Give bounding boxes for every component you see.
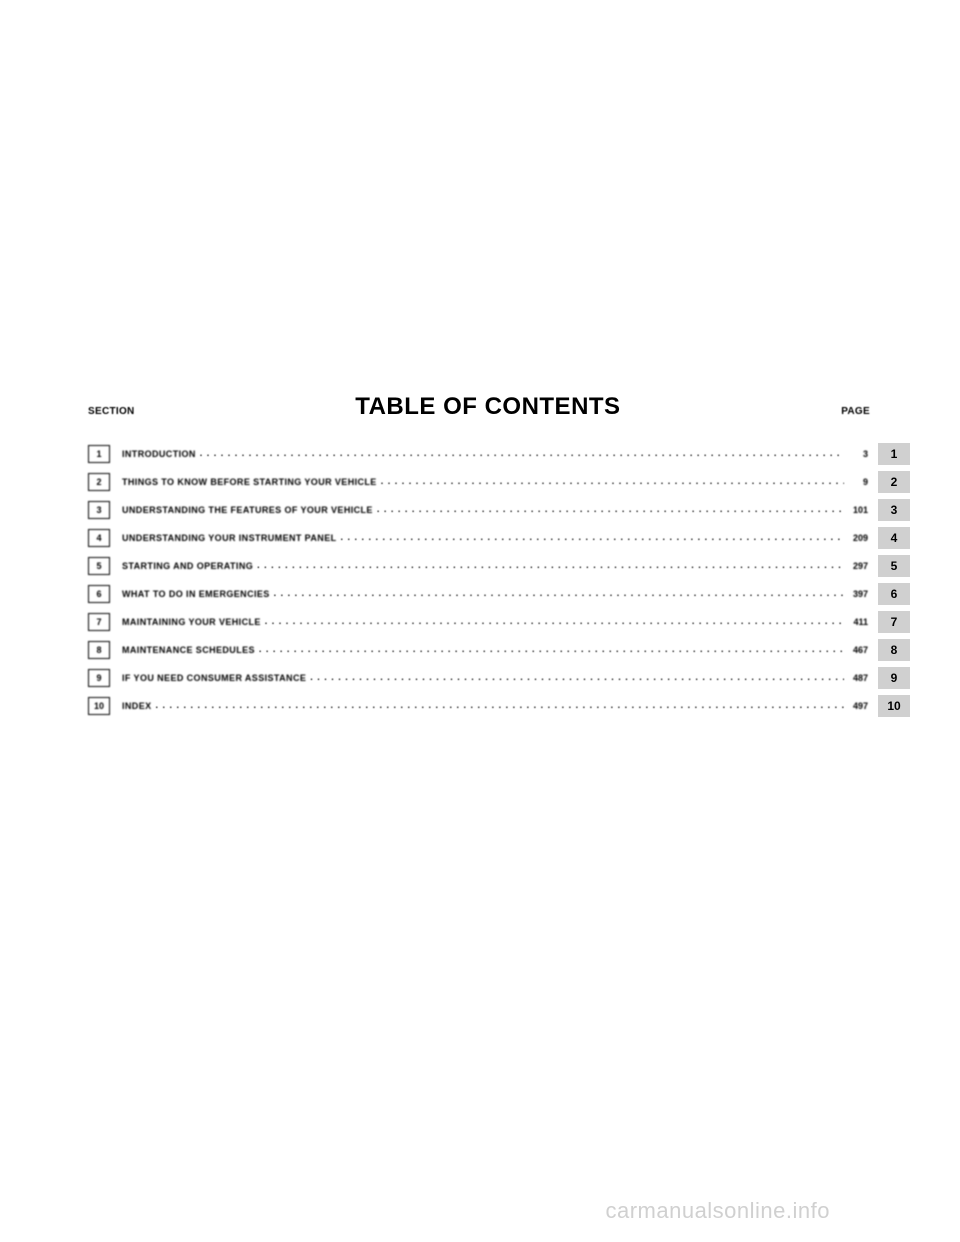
entry-title: UNDERSTANDING THE FEATURES OF YOUR VEHIC… (122, 505, 373, 515)
entry-title: THINGS TO KNOW BEFORE STARTING YOUR VEHI… (122, 477, 377, 487)
entry-page: 397 (848, 589, 868, 599)
toc-entry: 3 UNDERSTANDING THE FEATURES OF YOUR VEH… (88, 497, 910, 523)
tab-marker: 9 (878, 667, 910, 689)
leader-dots (200, 449, 844, 457)
leader-dots (341, 533, 844, 541)
page: SECTION TABLE OF CONTENTS PAGE 1 INTRODU… (0, 0, 960, 1242)
tab-marker: 10 (878, 695, 910, 717)
tab-marker: 1 (878, 443, 910, 465)
entry-title: INDEX (122, 701, 152, 711)
entry-title: INTRODUCTION (122, 449, 196, 459)
toc-entry: 9 IF YOU NEED CONSUMER ASSISTANCE 487 9 (88, 665, 910, 691)
tab-marker: 7 (878, 611, 910, 633)
entry-title: UNDERSTANDING YOUR INSTRUMENT PANEL (122, 533, 337, 543)
toc-entry: 6 WHAT TO DO IN EMERGENCIES 397 6 (88, 581, 910, 607)
leader-dots (310, 673, 844, 681)
section-number-box: 8 (88, 641, 110, 659)
leader-dots (377, 505, 844, 513)
toc-entry: 1 INTRODUCTION 3 1 (88, 441, 910, 467)
entry-page: 3 (848, 449, 868, 459)
section-number-box: 5 (88, 557, 110, 575)
section-number-box: 2 (88, 473, 110, 491)
leader-dots (381, 477, 844, 485)
entry-title: IF YOU NEED CONSUMER ASSISTANCE (122, 673, 306, 683)
tab-marker: 2 (878, 471, 910, 493)
tab-marker: 4 (878, 527, 910, 549)
page-title: TABLE OF CONTENTS (355, 393, 620, 421)
toc-entry: 2 THINGS TO KNOW BEFORE STARTING YOUR VE… (88, 469, 910, 495)
toc-header: SECTION TABLE OF CONTENTS PAGE (88, 393, 910, 421)
entry-page: 497 (848, 701, 868, 711)
section-number-box: 10 (88, 697, 110, 715)
toc-content: SECTION TABLE OF CONTENTS PAGE 1 INTRODU… (88, 393, 910, 721)
section-number-box: 4 (88, 529, 110, 547)
leader-dots (257, 561, 844, 569)
entry-page: 411 (848, 617, 868, 627)
section-number-box: 7 (88, 613, 110, 631)
tab-marker: 6 (878, 583, 910, 605)
section-number-box: 1 (88, 445, 110, 463)
page-label: PAGE (841, 406, 870, 417)
toc-entry: 7 MAINTAINING YOUR VEHICLE 411 7 (88, 609, 910, 635)
entry-page: 467 (848, 645, 868, 655)
entry-title: STARTING AND OPERATING (122, 561, 253, 571)
section-number-box: 9 (88, 669, 110, 687)
leader-dots (156, 701, 844, 709)
entry-page: 209 (848, 533, 868, 543)
entry-title: WHAT TO DO IN EMERGENCIES (122, 589, 270, 599)
tab-marker: 3 (878, 499, 910, 521)
toc-entry: 10 INDEX 497 10 (88, 693, 910, 719)
leader-dots (274, 589, 844, 597)
leader-dots (259, 645, 844, 653)
toc-entry: 5 STARTING AND OPERATING 297 5 (88, 553, 910, 579)
toc-entry: 8 MAINTENANCE SCHEDULES 467 8 (88, 637, 910, 663)
toc-list: 1 INTRODUCTION 3 1 2 THINGS TO KNOW BEFO… (88, 441, 910, 719)
tab-marker: 5 (878, 555, 910, 577)
section-label: SECTION (88, 406, 135, 417)
entry-title: MAINTENANCE SCHEDULES (122, 645, 255, 655)
entry-title: MAINTAINING YOUR VEHICLE (122, 617, 261, 627)
leader-dots (265, 617, 844, 625)
toc-entry: 4 UNDERSTANDING YOUR INSTRUMENT PANEL 20… (88, 525, 910, 551)
entry-page: 487 (848, 673, 868, 683)
tab-marker: 8 (878, 639, 910, 661)
entry-page: 297 (848, 561, 868, 571)
section-number-box: 3 (88, 501, 110, 519)
watermark: carmanualsonline.info (605, 1198, 830, 1224)
entry-page: 9 (848, 477, 868, 487)
section-number-box: 6 (88, 585, 110, 603)
entry-page: 101 (848, 505, 868, 515)
